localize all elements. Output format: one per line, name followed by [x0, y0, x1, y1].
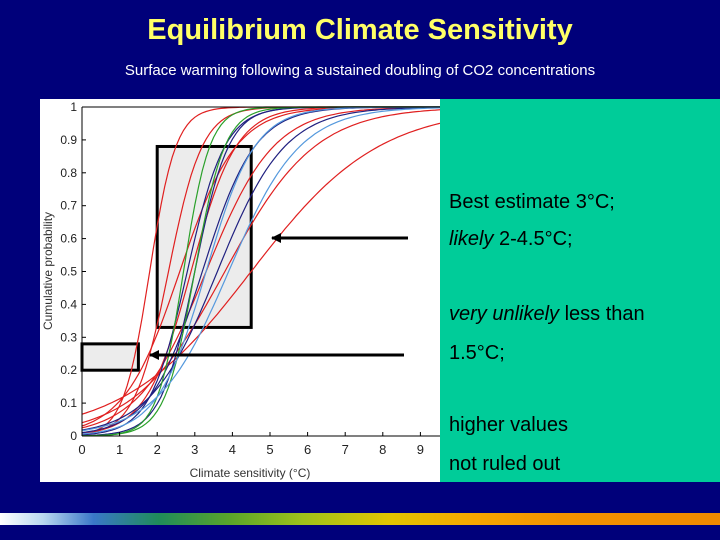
note-very-unlikely-rest: less than: [559, 303, 645, 325]
x-tick-label-4: 4: [229, 442, 236, 457]
bottom-color-stripe: [0, 513, 720, 525]
note-lower-bound: 1.5°C;: [449, 342, 505, 364]
note-higher-values: higher values: [449, 414, 568, 436]
y-tick-label-0.1: 0.1: [60, 396, 77, 410]
cumulative-probability-chart: 0 1 2 3 4 5 6 7 8 900.10.20.30.40.50.60.70.80.91 …: [41, 100, 440, 480]
slide-subtitle: Surface warming following a sustained do…: [124, 62, 596, 79]
y-tick-label-0.3: 0.3: [60, 330, 77, 344]
note-best-estimate: Best estimate 3°C;: [449, 191, 615, 213]
x-tick-label-6: 6: [304, 442, 311, 457]
highlight-box-2: [80, 342, 140, 372]
y-tick-label-0.2: 0.2: [60, 363, 77, 377]
note-very-unlikely: very unlikely less than: [449, 303, 645, 326]
x-tick-label-5: 5: [266, 442, 273, 457]
y-axis-label: Cumulative probability: [41, 212, 55, 330]
series-line-10: [81, 106, 440, 431]
note-very-unlikely-word: very unlikely: [449, 303, 560, 325]
note-not-ruled-out: not ruled out: [449, 453, 561, 475]
chart-panel: 0 1 2 3 4 5 6 7 8 9 0 0.1 0.2 0.3 0.4 0.5 0.6 0.7 0.8 0.9 1 …: [40, 99, 440, 482]
series-line-5: [81, 109, 440, 424]
x-axis-label: Climate sensitivity (°C): [190, 466, 311, 480]
series-line-6: [81, 122, 440, 415]
y-tick-label-0.9: 0.9: [60, 133, 77, 147]
x-tick-label-0: 0: [78, 442, 85, 457]
x-tick-label-2: 2: [154, 442, 161, 457]
note-likely-word: likely: [449, 228, 494, 250]
x-tick-label-1: 1: [116, 442, 123, 457]
y-tick-label-0.7: 0.7: [60, 199, 77, 213]
note-panel: Best estimate 3°C; likely 2-4.5°C; very …: [440, 99, 720, 482]
note-likely-range: likely 2-4.5°C;: [449, 228, 573, 251]
y-tick-label-1: 1: [70, 100, 77, 114]
x-tick-label-3: 3: [191, 442, 198, 457]
x-tick-label-9: 9: [417, 442, 424, 457]
x-tick-label-7: 7: [342, 442, 349, 457]
y-tick-label-0.5: 0.5: [60, 265, 77, 279]
y-tick-label-0.8: 0.8: [60, 166, 77, 180]
y-tick-label-0.4: 0.4: [60, 297, 77, 311]
highlight-box-1: [155, 144, 253, 329]
series-line-15: [81, 107, 440, 432]
slide-title: Equilibrium Climate Sensitivity: [147, 14, 573, 46]
note-likely-value: 2-4.5°C;: [493, 228, 573, 250]
y-tick-label-0: 0: [70, 429, 77, 443]
y-tick-label-0.6: 0.6: [60, 232, 77, 246]
x-tick-label-8: 8: [379, 442, 386, 457]
